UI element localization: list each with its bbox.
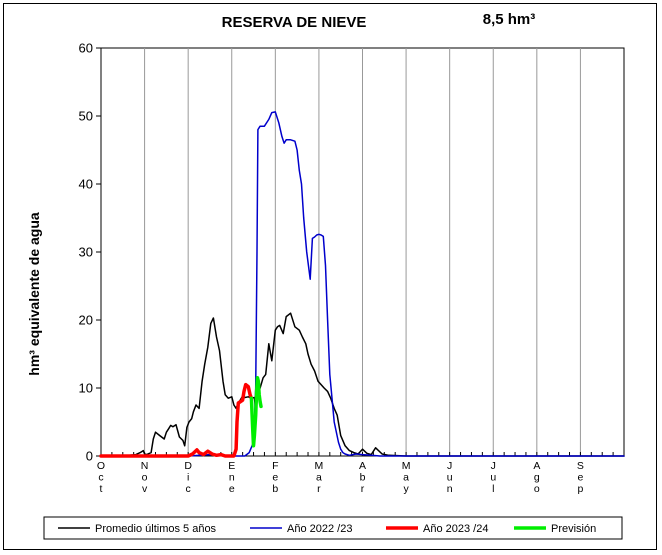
snow-reserve-chart: RESERVA DE NIEVE 8,5 hm³ hm³ equivalente… [26,11,625,540]
month-letter: l [492,483,494,495]
month-letter: c [98,472,103,484]
month-letter: E [228,460,235,472]
y-tick-label: 60 [79,41,93,56]
x-month-label: Sep [577,460,584,495]
month-letter: a [316,472,322,484]
x-month-label: Mar [315,460,324,495]
month-letter: i [187,472,189,484]
x-month-label: Nov [141,460,149,495]
month-letter: b [272,483,278,495]
series-line-previsi-n [249,376,263,448]
x-month-label: Feb [272,460,278,495]
legend-label: Año 2022 /23 [287,523,352,535]
month-letter: n [229,472,235,484]
month-letter: M [315,460,324,472]
month-letter: v [142,483,148,495]
series-lines [99,111,625,458]
x-month-label: May [402,460,411,495]
month-letter: r [317,483,321,495]
x-month-label: Jul [490,460,496,495]
legend-label: Promedio últimos 5 años [95,523,217,535]
month-letter: N [141,460,149,472]
month-letter: o [142,472,148,484]
month-letter: e [229,483,235,495]
y-tick-label: 20 [79,313,93,328]
month-letter: y [403,483,409,495]
month-letter: M [402,460,411,472]
legend: Promedio últimos 5 años Año 2022 /23 Año 2… [43,516,623,540]
month-letter: J [447,460,452,472]
month-letter: r [361,483,365,495]
x-month-label: Dic [184,460,192,495]
legend-label: Año 2023 /24 [423,523,488,535]
month-letter: a [403,472,409,484]
x-month-label: Jun [447,460,453,495]
grid-lines [100,47,625,457]
month-letter: e [272,472,278,484]
x-month-label: Abr [359,460,366,495]
month-letter: F [272,460,278,472]
x-month-label: Ene [228,460,235,495]
series-line-promedio-ltimos-5-a-os [100,312,625,457]
month-letter: c [186,483,191,495]
month-letter: A [533,460,540,472]
month-letter: b [360,472,366,484]
series-line-a-o-2022-23 [100,111,625,457]
month-letter: A [359,460,366,472]
x-month-label: Oct [97,460,105,495]
month-letter: u [447,472,453,484]
x-month-label: Ago [533,460,540,495]
y-tick-label: 0 [86,449,93,464]
month-letter: n [447,483,453,495]
current-value: 8,5 hm³ [483,11,536,28]
month-letter: D [184,460,192,472]
y-tick-label: 40 [79,177,93,192]
chart-frame: RESERVA DE NIEVE 8,5 hm³ hm³ equivalente… [3,3,657,550]
series-line-a-o-2023-24 [99,382,254,458]
month-letter: p [577,483,583,495]
y-tick-label: 10 [79,381,93,396]
legend-box [43,516,623,540]
month-letter: J [491,460,496,472]
y-tick-label: 30 [79,245,93,260]
month-letter: t [100,483,103,495]
y-axis-label: hm³ equivalente de agua [26,212,42,376]
legend-label: Previsión [551,523,596,535]
month-letter: S [577,460,584,472]
axes: 0102030405060OctNovDicEneFebMarAbrMayJun… [79,41,625,495]
month-letter: g [534,472,540,484]
month-letter: u [490,472,496,484]
month-letter: o [534,483,540,495]
month-letter: e [577,472,583,484]
y-tick-label: 50 [79,109,93,124]
chart-title: RESERVA DE NIEVE [222,14,367,31]
month-letter: O [97,460,105,472]
